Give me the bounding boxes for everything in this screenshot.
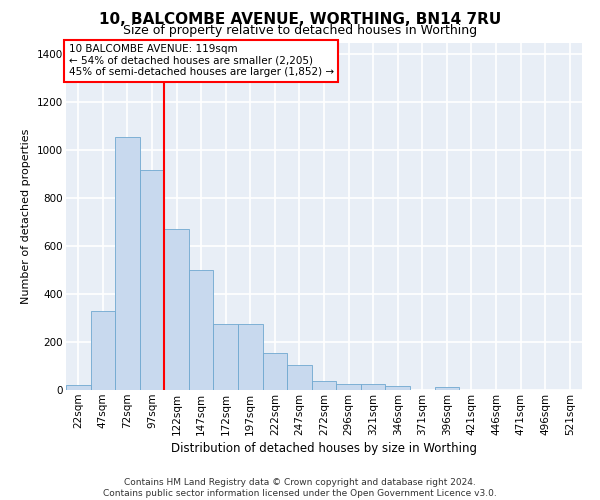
- Bar: [434, 387, 459, 390]
- Text: Contains HM Land Registry data © Crown copyright and database right 2024.
Contai: Contains HM Land Registry data © Crown c…: [103, 478, 497, 498]
- Bar: [115, 137, 140, 390]
- Bar: [140, 170, 164, 390]
- Bar: [189, 270, 214, 390]
- Bar: [361, 384, 385, 390]
- Bar: [385, 386, 410, 390]
- Bar: [238, 324, 263, 390]
- Text: 10 BALCOMBE AVENUE: 119sqm
← 54% of detached houses are smaller (2,205)
45% of s: 10 BALCOMBE AVENUE: 119sqm ← 54% of deta…: [68, 44, 334, 78]
- Bar: [66, 385, 91, 390]
- Bar: [164, 230, 189, 390]
- X-axis label: Distribution of detached houses by size in Worthing: Distribution of detached houses by size …: [171, 442, 477, 455]
- Y-axis label: Number of detached properties: Number of detached properties: [22, 128, 31, 304]
- Bar: [263, 354, 287, 390]
- Bar: [91, 311, 115, 390]
- Bar: [336, 384, 361, 390]
- Bar: [312, 381, 336, 390]
- Bar: [287, 366, 312, 390]
- Text: 10, BALCOMBE AVENUE, WORTHING, BN14 7RU: 10, BALCOMBE AVENUE, WORTHING, BN14 7RU: [99, 12, 501, 28]
- Text: Size of property relative to detached houses in Worthing: Size of property relative to detached ho…: [123, 24, 477, 37]
- Bar: [214, 324, 238, 390]
